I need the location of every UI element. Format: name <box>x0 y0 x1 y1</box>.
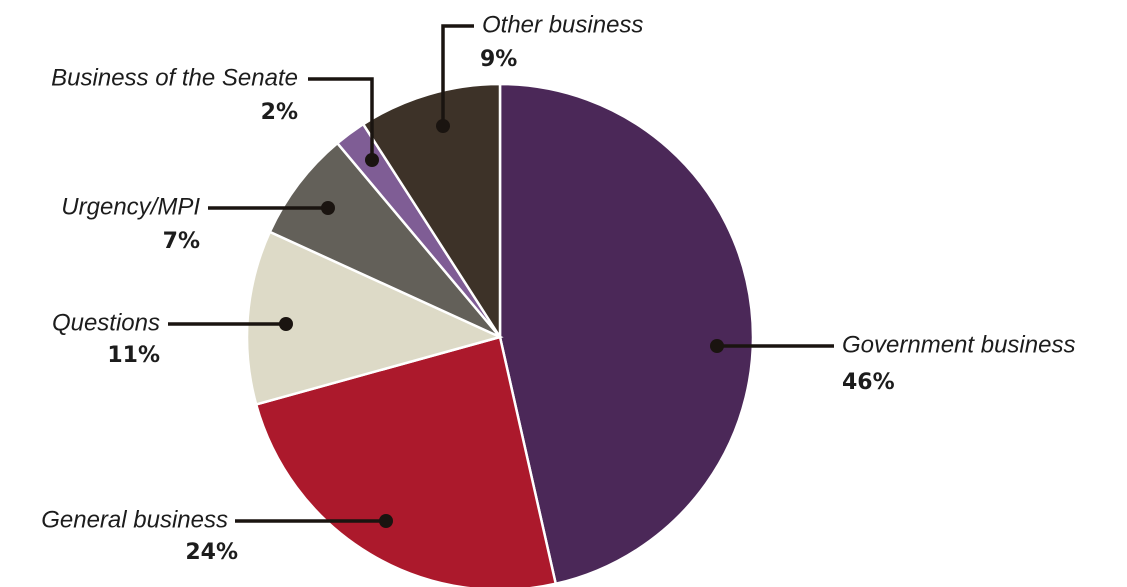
slice-value-questions: 11% <box>107 343 160 368</box>
leader-dot-urgency-mpi <box>321 201 335 215</box>
slice-value-business-of-the-senate: 2% <box>261 100 298 125</box>
slice-value-other-business: 9% <box>480 47 517 72</box>
slice-label-urgency-mpi: Urgency/MPI <box>61 193 200 220</box>
slice-label-other-business: Other business <box>482 11 643 38</box>
slice-label-business-of-the-senate: Business of the Senate <box>51 64 298 91</box>
slice-questions <box>245 230 504 406</box>
slice-label-general-business: General business <box>41 506 228 533</box>
slice-label-questions: Questions <box>52 309 160 336</box>
leader-line-business-of-the-senate <box>308 77 374 160</box>
slice-label-government-business: Government business <box>842 331 1075 358</box>
slice-value-government-business: 46% <box>842 370 895 395</box>
slice-other-business <box>361 82 502 342</box>
leader-dot-other-business <box>436 119 450 133</box>
slice-labels: Government business 46% General business 24… <box>41 11 1075 565</box>
leader-line-other-business <box>441 24 474 126</box>
leader-dot-questions <box>279 317 293 331</box>
slice-general-business <box>254 335 558 587</box>
slice-value-urgency-mpi: 7% <box>163 229 200 254</box>
slice-value-general-business: 24% <box>185 540 238 565</box>
slice-government-business <box>498 82 755 586</box>
leader-dot-general-business <box>379 514 393 528</box>
slice-urgency-mpi <box>268 141 501 339</box>
pie-slices <box>245 82 755 587</box>
leader-dot-government-business <box>710 339 724 353</box>
leader-dot-business-of-the-senate <box>365 153 379 167</box>
leader-lines <box>168 24 834 528</box>
